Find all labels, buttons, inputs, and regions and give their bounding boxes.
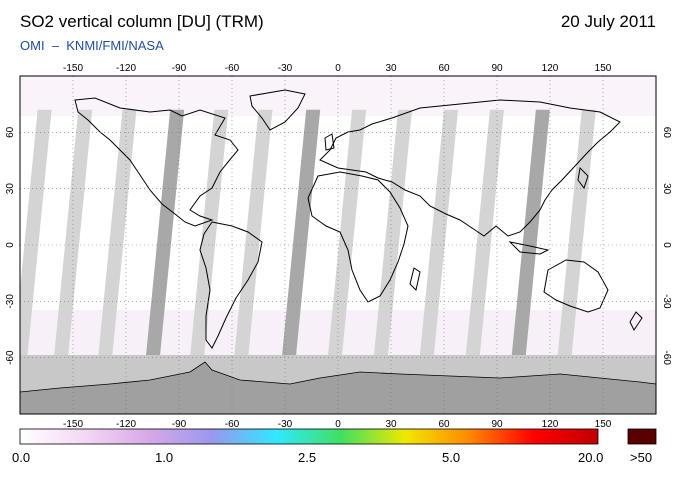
- data-credit: OMI – KNMI/FMI/NASA: [20, 38, 164, 53]
- lon-tick-label: 150: [595, 419, 612, 430]
- orbit-gap-swath: [419, 109, 458, 362]
- agency-names: KNMI/FMI/NASA: [66, 38, 164, 53]
- credit-separator: –: [51, 38, 60, 53]
- orbit-gap-swath: [145, 109, 185, 362]
- coastlines: [74, 89, 643, 349]
- lon-tick-label: -30: [278, 419, 293, 430]
- lon-tick-label: -30: [278, 63, 293, 74]
- lon-tick-label: 120: [542, 419, 559, 430]
- lon-tick-label: 150: [595, 63, 612, 74]
- madagascar-coast: [409, 267, 421, 291]
- lat-tick-label: 60: [5, 126, 16, 138]
- lon-tick-label: 60: [438, 63, 450, 74]
- africa-coast: [307, 171, 409, 303]
- japan-coast: [577, 166, 589, 190]
- lon-tick-label: -150: [63, 419, 83, 430]
- colorbar-label-1: 1.0: [155, 450, 174, 465]
- lon-tick-label: -120: [116, 419, 136, 430]
- indonesia-coast: [508, 241, 550, 255]
- lon-tick-label: 90: [491, 419, 503, 430]
- colorbar-label-0: 0.0: [12, 450, 31, 465]
- orbit-gap-swath: [373, 109, 413, 362]
- colorbar-overflow-swatch: [627, 428, 657, 445]
- eurasia-coast: [319, 99, 621, 237]
- lon-tick-label: -60: [225, 419, 240, 430]
- orbit-gap-swath: [97, 109, 137, 362]
- colorbar-label-2: 2.5: [298, 450, 317, 465]
- orbit-gap-swath: [281, 109, 321, 362]
- orbit-gap-swath: [557, 109, 596, 362]
- map-title: SO2 vertical column [DU] (TRM): [20, 12, 264, 31]
- lon-tick-label: 60: [438, 419, 450, 430]
- lat-tick-label: 30: [5, 183, 16, 195]
- lon-tick-label: 90: [491, 63, 503, 74]
- graticule: [20, 76, 656, 414]
- lat-tick-label: 30: [661, 183, 672, 195]
- lat-tick-label: 0: [5, 242, 16, 248]
- north-america-coast: [74, 97, 239, 227]
- lon-tick-label: -120: [116, 63, 136, 74]
- lat-tick-label: -60: [661, 350, 672, 365]
- greenland-coast: [249, 89, 306, 131]
- colorbar-overflow-label: >50: [630, 450, 653, 465]
- lon-tick-label: 30: [385, 419, 397, 430]
- uk-coast: [324, 133, 335, 151]
- south-america-coast: [199, 221, 263, 349]
- lon-tick-label: -150: [63, 63, 83, 74]
- lon-tick-label: 30: [385, 63, 397, 74]
- lat-tick-label: 0: [661, 242, 672, 248]
- lon-tick-label: 120: [542, 63, 559, 74]
- lon-tick-label: 0: [335, 419, 341, 430]
- lon-tick-label: -90: [172, 419, 187, 430]
- orbit-gap-swath: [511, 109, 550, 362]
- lon-tick-label: -90: [172, 63, 187, 74]
- lat-tick-label: -60: [5, 350, 16, 365]
- colorbar: [19, 428, 599, 445]
- lon-tick-label: 0: [335, 63, 341, 74]
- new-zealand-coast: [629, 311, 643, 331]
- orbit-gap-swath: [20, 109, 52, 362]
- orbit-gap-swath: [327, 109, 367, 362]
- lat-tick-label: 60: [661, 127, 672, 139]
- lat-tick-label: -30: [661, 294, 672, 309]
- lat-tick-label: -30: [5, 294, 16, 309]
- australia-coast: [543, 259, 609, 313]
- instrument-name: OMI: [20, 38, 45, 53]
- axis-tick-labels: -150 -150 -120 -120 -90 -90 -60 -60 -30 -30 0 0 30 30…: [5, 63, 672, 430]
- lon-tick-label: -60: [225, 63, 240, 74]
- colorbar-label-4: 20.0: [578, 450, 604, 465]
- colorbar-label-3: 5.0: [442, 450, 461, 465]
- orbit-gap-swath: [53, 109, 93, 362]
- map-area: [20, 76, 656, 414]
- orbit-gap-swath: [189, 109, 229, 362]
- map-date: 20 July 2011: [560, 12, 656, 31]
- map-frame: [19, 75, 657, 415]
